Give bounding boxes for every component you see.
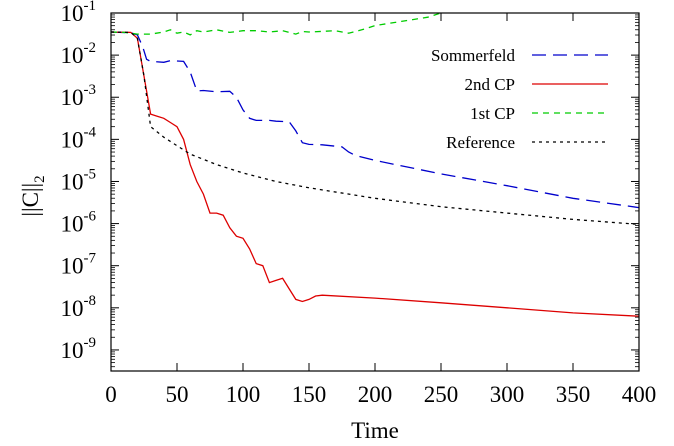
- y-tick-base: 10: [61, 296, 84, 321]
- y-tick-base: 10: [61, 85, 84, 110]
- y-tick-exponent: -7: [84, 251, 97, 267]
- y-tick-exponent: -1: [84, 0, 97, 14]
- y-tick-exponent: -6: [84, 209, 97, 225]
- y-tick-label: 10-9: [61, 335, 97, 363]
- y-tick-label: 10-4: [61, 124, 97, 152]
- y-tick-label: 10-8: [61, 293, 97, 321]
- x-tick-label: 100: [226, 382, 261, 407]
- y-axis-title-subscript: 2: [32, 175, 48, 183]
- y-tick-label: 10-3: [61, 82, 97, 110]
- y-tick-exponent: -8: [84, 293, 97, 309]
- x-tick-label: 350: [556, 382, 591, 407]
- y-axis-title: ||C||2: [18, 175, 48, 216]
- x-tick-label: 400: [622, 382, 657, 407]
- series-line-1st-cp: [111, 13, 444, 36]
- y-tick-exponent: -3: [84, 82, 97, 98]
- y-tick-exponent: -2: [84, 40, 97, 56]
- y-tick-label: 10-5: [61, 166, 97, 194]
- y-tick-base: 10: [61, 43, 84, 68]
- plot-frame: [110, 12, 640, 372]
- legend-label: Reference: [446, 133, 515, 152]
- x-axis-title: Time: [351, 418, 399, 443]
- y-tick-label: 10-6: [61, 209, 97, 237]
- tick-layer: 0 50 100 150 200 250 300 350 40010-110-210-310-4…: [61, 0, 657, 407]
- y-tick-base: 10: [61, 338, 84, 363]
- y-tick-label: 10-1: [61, 0, 97, 26]
- x-tick-label: 300: [490, 382, 525, 407]
- svg-text:||C||2: ||C||2: [18, 175, 48, 216]
- y-tick-base: 10: [61, 254, 84, 279]
- series-line-sommerfeld: [111, 31, 639, 209]
- x-tick-label: 50: [166, 382, 189, 407]
- legend: Sommerfeld 2nd CP 1st CP Reference: [431, 46, 608, 152]
- x-tick-label: 200: [358, 382, 393, 407]
- legend-label: 1st CP: [470, 104, 515, 123]
- x-tick-label: 0: [105, 382, 117, 407]
- y-tick-label: 10-7: [61, 251, 97, 279]
- y-tick-exponent: -5: [84, 166, 97, 182]
- y-tick-exponent: -9: [84, 335, 97, 351]
- legend-label: Sommerfeld: [431, 46, 516, 65]
- y-tick-exponent: -4: [84, 124, 97, 140]
- legend-label: 2nd CP: [464, 75, 515, 94]
- y-tick-base: 10: [61, 169, 84, 194]
- x-tick-label: 250: [424, 382, 459, 407]
- y-tick-label: 10-2: [61, 40, 97, 68]
- series-layer: [111, 13, 639, 317]
- x-tick-label: 150: [292, 382, 327, 407]
- y-tick-base: 10: [61, 127, 84, 152]
- series-line-reference: [111, 31, 639, 226]
- y-tick-base: 10: [61, 1, 84, 26]
- series-line-2nd-cp: [111, 31, 639, 317]
- y-tick-base: 10: [61, 212, 84, 237]
- y-axis-title-main: ||C||: [18, 183, 43, 217]
